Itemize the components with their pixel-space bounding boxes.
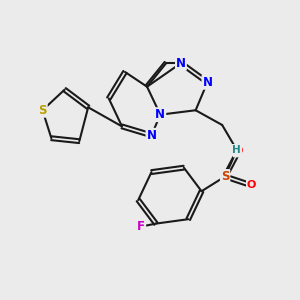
Text: N: N bbox=[176, 57, 186, 70]
Text: S: S bbox=[38, 104, 47, 117]
Text: N: N bbox=[202, 76, 212, 89]
Text: N: N bbox=[146, 129, 157, 142]
Text: H: H bbox=[232, 145, 242, 155]
Text: S: S bbox=[221, 170, 229, 183]
Text: H: H bbox=[232, 145, 241, 155]
Text: F: F bbox=[137, 220, 145, 233]
Text: O: O bbox=[234, 146, 243, 157]
Text: O: O bbox=[247, 180, 256, 190]
Text: N: N bbox=[155, 108, 165, 121]
